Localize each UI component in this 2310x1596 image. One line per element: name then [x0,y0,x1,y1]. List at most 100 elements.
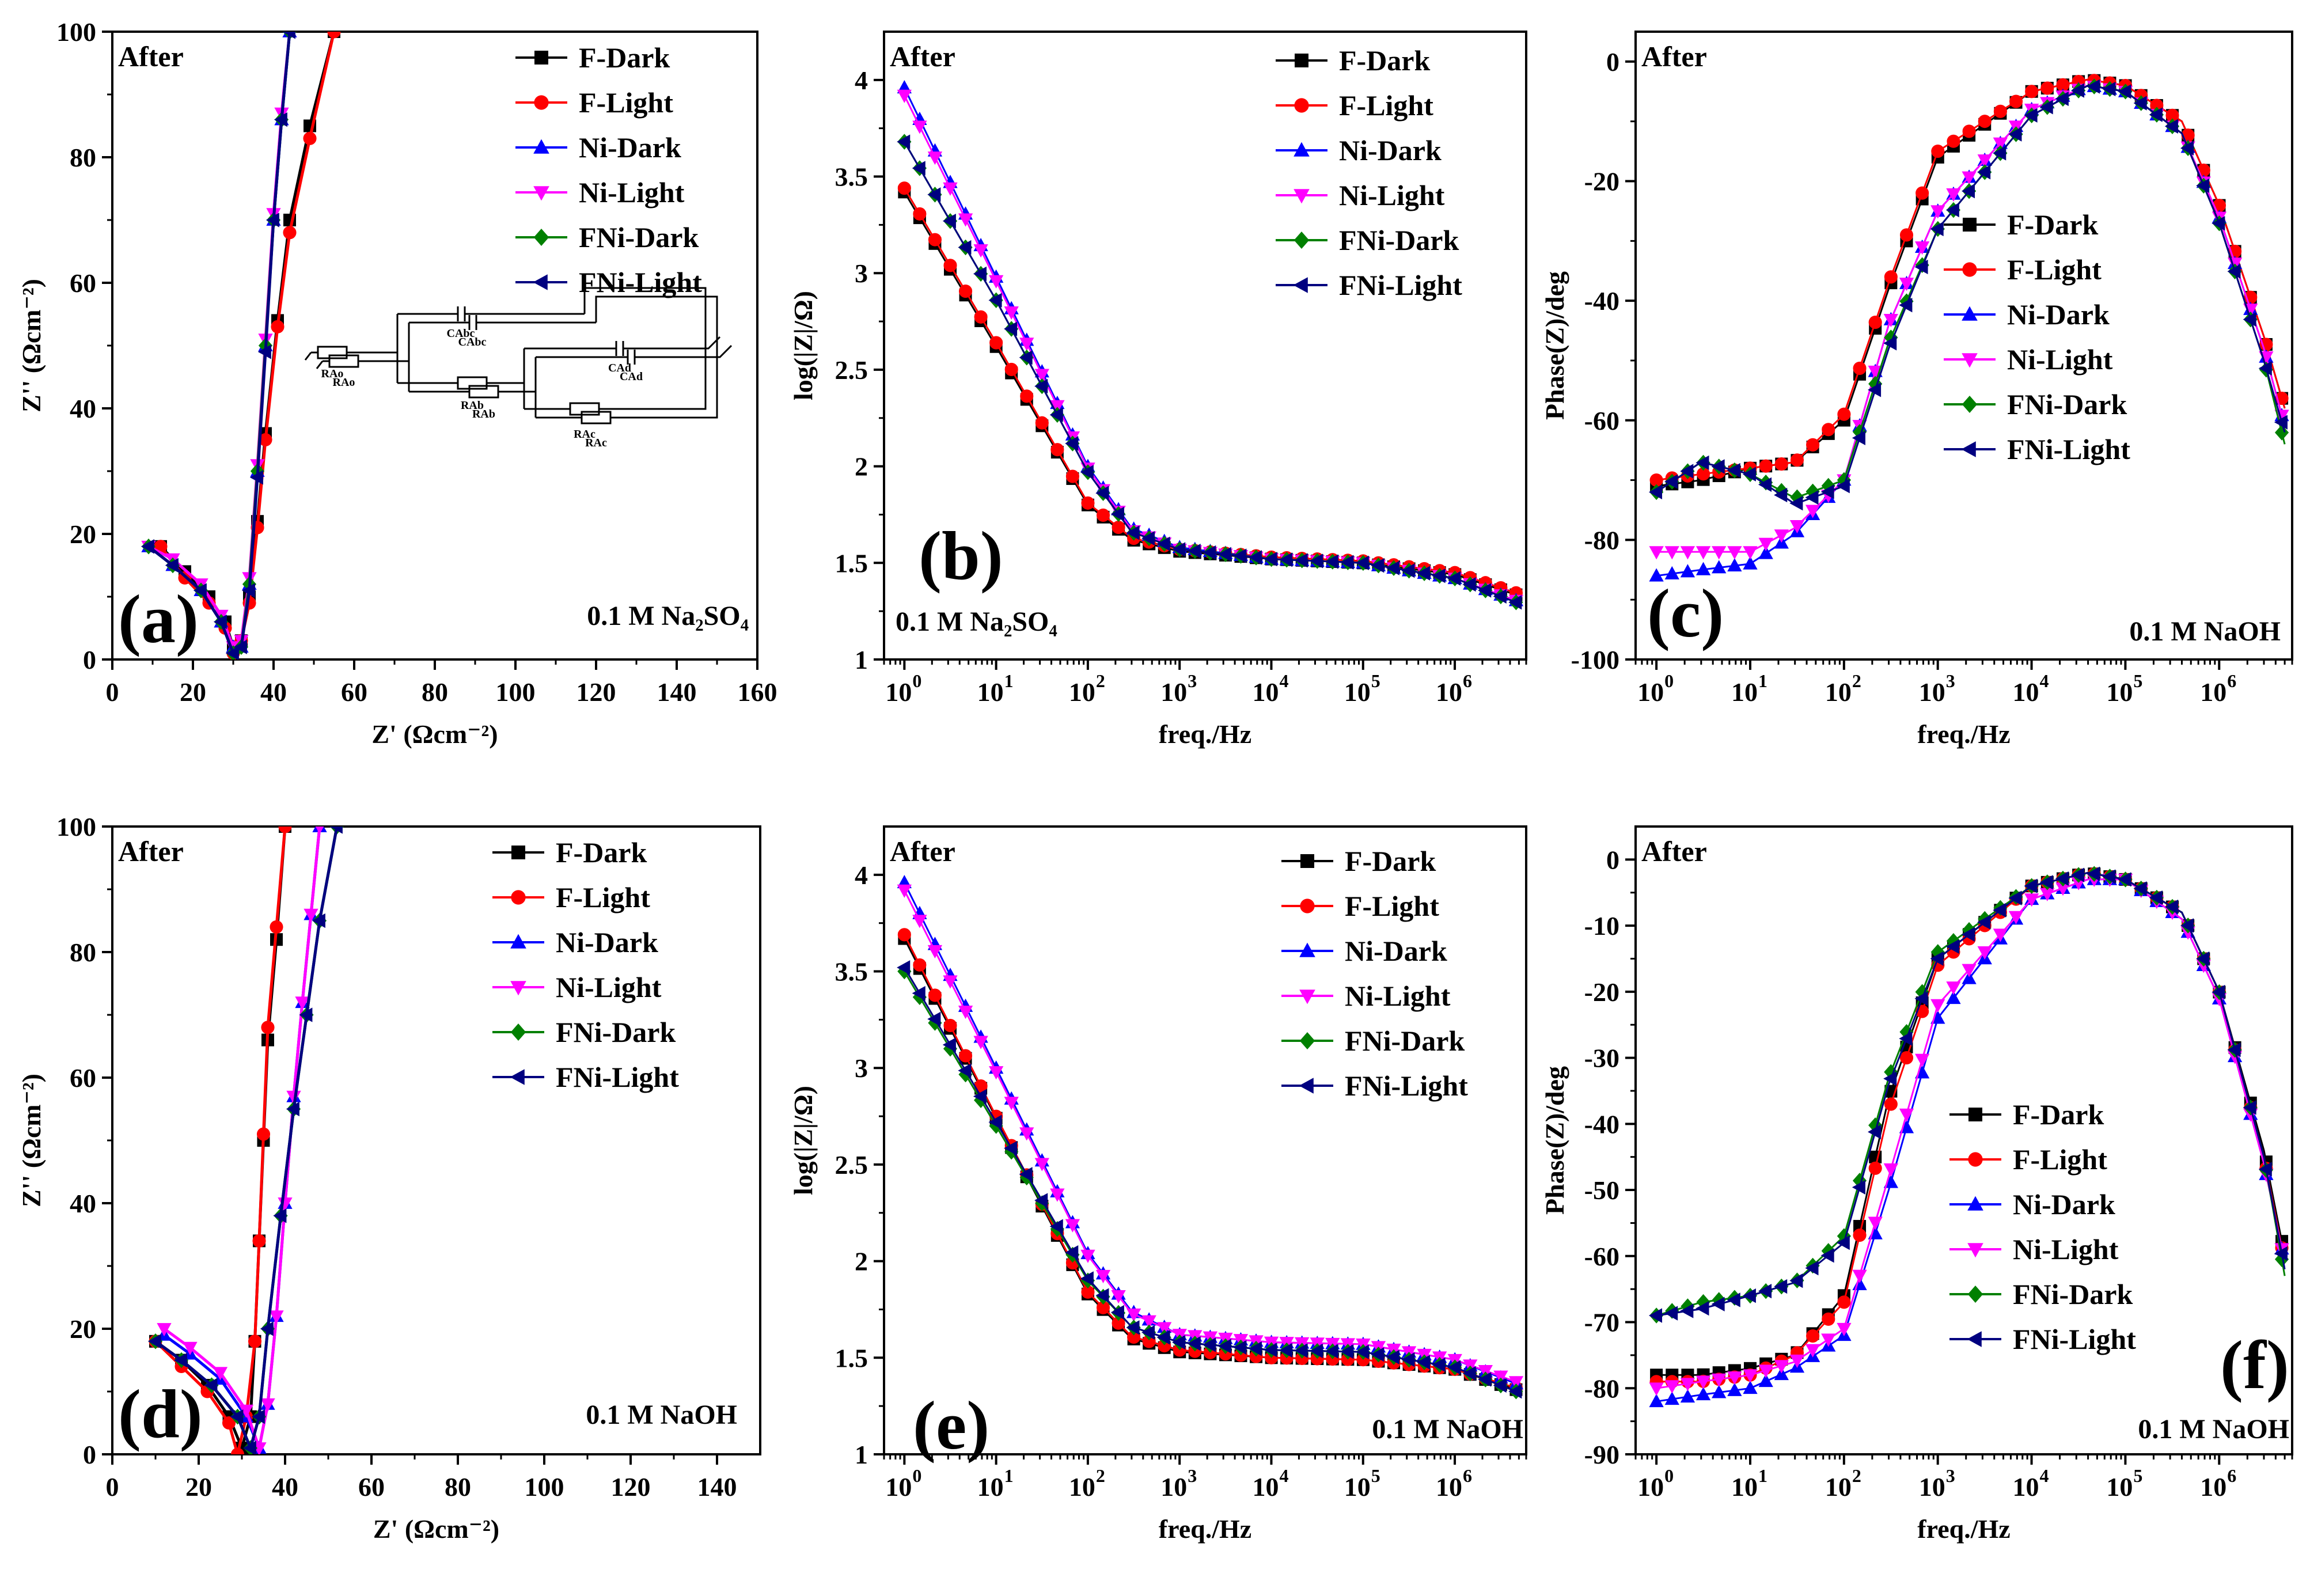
data-point [1868,1161,1882,1175]
data-point [1789,1354,1805,1368]
data-point [958,240,972,255]
data-point [958,213,973,227]
y-tick-label: 40 [70,1189,96,1218]
data-point [1946,990,1961,1004]
data-point [282,32,295,39]
y-tick-label: 80 [70,143,96,172]
data-point [2102,869,2116,884]
electrolyte-label: 0.1 M NaOH [2129,616,2281,647]
plot-frame [883,825,1527,1455]
data-point [1695,1387,1711,1401]
y-axis-label: Z'' (Ωcm⁻²) [17,279,46,412]
data-point [1790,453,1804,467]
y-tick-label: 20 [70,1314,96,1344]
electrolyte-label: 0.1 M Na₂SO₄ [896,606,1057,637]
data-point [1789,496,1803,511]
y-tick-label: 3.5 [835,957,868,987]
data-point [1962,171,1977,185]
data-point [1727,1371,1742,1385]
data-point [1899,298,1913,313]
y-tick-label: 1.5 [835,548,868,578]
x-tick-label: 10 [885,1472,912,1502]
data-point [2024,878,2038,893]
data-point [1478,583,1492,598]
data-point [1914,991,1928,1006]
data-point [213,614,227,630]
data-point [1325,554,1338,569]
x-tick-label: 10 [885,677,912,707]
data-point [1853,361,1867,375]
data-point [1065,1219,1080,1233]
data-point [1294,1343,1308,1358]
legend-entry-ni-light: Ni-Light [1339,179,1445,211]
data-point [1004,306,1019,320]
panel-label: (f) [2220,1326,2289,1403]
data-point [1758,477,1772,492]
legend-entry-ni-light: Ni-Light [2007,343,2113,376]
series-fni-light-line [147,32,291,656]
plot-frame [883,31,1527,661]
circuit-label-cabc: CAbc [447,327,475,340]
legend-swatch-marker [1967,1243,1983,1258]
legend-entry-fni-light: FNi-Light [579,266,702,298]
panel-f: 10 0 10 1 10 2 10 3 10 4 10 5 10 60-10-20-30-40-50-60… [1540,825,2293,1544]
data-point [249,470,263,485]
legend-swatch-marker [1967,1286,1983,1303]
data-point [1977,946,1992,960]
legend-entry-f-light: F-Light [579,86,673,119]
data-point [1758,1364,1773,1378]
data-point [1080,465,1094,480]
circuit-label-cad: CAd [608,362,631,374]
y-tick-label: -30 [1584,1044,1619,1073]
x-tick-label: 10 [1731,1472,1758,1502]
data-point [2055,882,2070,896]
data-point [1203,1337,1216,1352]
legend-swatch-marker [1962,396,1978,413]
x-tick-label: 10 [2200,677,2226,707]
data-point [897,89,912,103]
data-point [958,1049,973,1063]
x-tick-exponent: 4 [2040,1465,2049,1486]
x-tick-exponent: 4 [1279,670,1288,691]
data-point [2070,83,2085,98]
data-point [1096,1301,1110,1314]
data-point [1742,467,1756,482]
series-f-light-line [1656,871,2286,1383]
y-tick-label: 100 [56,812,96,841]
y-axis-label: log(|Z|/Ω) [788,291,818,400]
data-point [1310,1343,1323,1359]
x-tick-label: 10 [1160,677,1187,707]
x-tick-label: 10 [2013,677,2039,707]
series-fni-light [147,827,343,1454]
data-point [1019,1127,1034,1141]
data-point [1852,1269,1867,1283]
data-point [1727,546,1742,560]
data-point [157,1323,172,1337]
x-tick-label: 140 [657,677,697,707]
data-point [2055,871,2069,886]
data-point [1883,1071,1897,1086]
data-point [257,344,271,359]
data-point [1081,1285,1095,1299]
series-fni-light [1648,79,2288,511]
data-point [1664,1392,1679,1405]
legend-entry-ni-dark: Ni-Dark [556,926,658,958]
data-point [1493,589,1507,604]
data-point [2008,127,2022,142]
x-tick-exponent: 6 [2227,1465,2236,1486]
data-point [2149,890,2163,905]
data-point [260,1398,275,1412]
data-point [1233,548,1247,563]
data-point [958,285,973,298]
data-point [225,646,239,659]
data-point [1805,505,1820,518]
y-tick-label: 0 [1606,47,1619,77]
data-point [1852,430,1865,445]
legend-swatch-marker [533,229,549,246]
data-point [1035,416,1049,430]
x-axis-label: freq./Hz [1917,719,2010,749]
corner-text-after: After [1641,835,1707,867]
legend-entry-fni-light: FNi-Light [2013,1323,2136,1355]
data-point [1004,1097,1019,1110]
circuit-resistor-rao [328,354,359,368]
